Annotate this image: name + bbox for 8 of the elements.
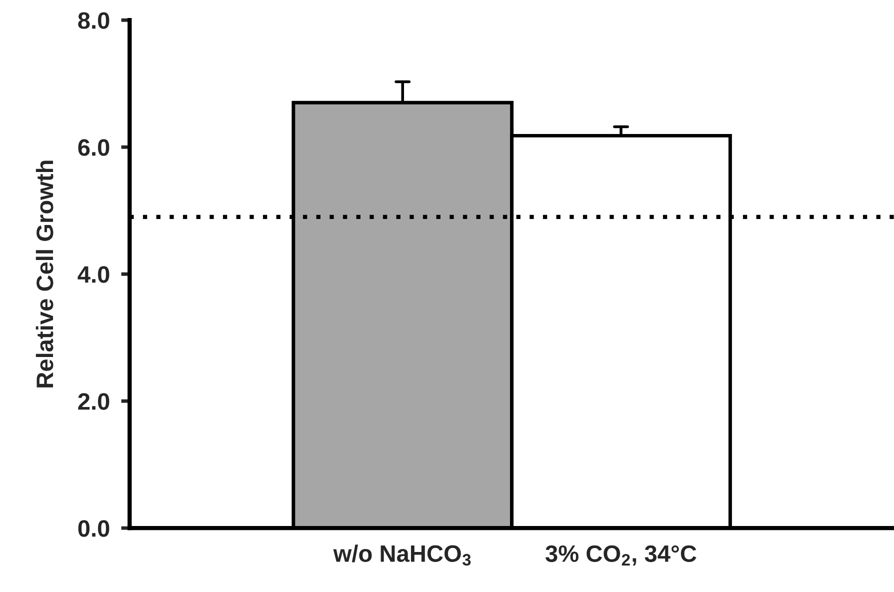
- y-tick-label: 8.0: [78, 12, 110, 29]
- x-tick-label: w/o NaHCO$_{3}$: [333, 544, 471, 566]
- y-tick-label: 6.0: [78, 139, 110, 156]
- y-axis-title: Relative Cell Growth: [36, 160, 54, 388]
- y-tick-label: 0.0: [78, 520, 110, 537]
- y-tick-label: 4.0: [78, 266, 110, 283]
- y-tick-label: 2.0: [78, 393, 110, 410]
- x-tick-label: 3% CO$_{2}$, 34°C: [546, 545, 696, 566]
